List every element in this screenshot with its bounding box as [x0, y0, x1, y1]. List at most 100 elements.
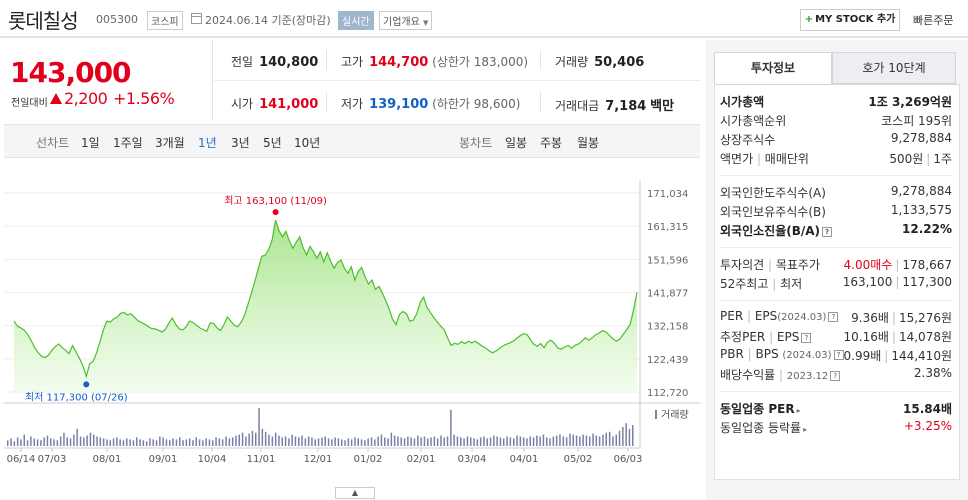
x-tick-label: 11/01	[247, 454, 276, 465]
volume-bar	[162, 437, 164, 446]
pbr-bps-row: PBR | BPS (2024.03)? 0.99배 | 144,410원	[720, 347, 952, 363]
tab-5y[interactable]: 5년	[263, 136, 282, 150]
stat-separator	[326, 50, 327, 70]
investment-info-panel: 투자정보 호가 10단계 시가총액 1조 3,269억원 시가총액순위 코스피 19…	[706, 40, 968, 500]
volume-bar	[413, 438, 416, 446]
help-icon[interactable]: ?	[830, 371, 841, 381]
volume-bar	[618, 430, 621, 446]
volume-bar	[552, 436, 555, 446]
sector-change-row[interactable]: 동일업종 등락률 ▸ +3.25%	[720, 419, 952, 435]
volume-bar	[433, 436, 436, 446]
volume-bar	[122, 440, 125, 446]
volume-bar	[565, 437, 568, 446]
volume-bar	[420, 437, 422, 446]
volume-bar	[612, 436, 614, 446]
tab-1w[interactable]: 1주일	[113, 136, 143, 150]
volume-bar	[509, 437, 512, 446]
volume-bar	[165, 439, 168, 446]
quick-order-link[interactable]: 빠른주문	[913, 14, 954, 27]
volume-bar	[264, 431, 267, 447]
price-stats: 전일 140,800 고가 144,700 (상한가 183,000) 거래량 50,…	[214, 40, 700, 122]
volume-bar	[96, 436, 98, 446]
volume-bar	[357, 438, 359, 446]
volume-bar	[132, 440, 135, 446]
help-icon[interactable]: ?	[828, 312, 839, 322]
dividend-row: 배당수익률 | 2023.12? 2.38%	[720, 366, 952, 382]
volume-bar	[202, 440, 204, 446]
help-icon[interactable]: ?	[822, 227, 833, 237]
stat-separator	[540, 50, 541, 70]
tab-investment-info[interactable]: 투자정보	[714, 52, 832, 84]
volume-bar	[466, 436, 469, 446]
investment-info-body: 시가총액 1조 3,269억원 시가총액순위 코스피 195위 상장주식수 9,278…	[714, 84, 960, 480]
volume-bar	[410, 437, 412, 446]
volume-bar	[172, 438, 174, 446]
tab-order-book-10[interactable]: 호가 10단계	[832, 52, 956, 84]
sector-per-row[interactable]: 동일업종 PER ▸ 15.84배	[720, 402, 952, 416]
collapse-chart-button[interactable]: ▲	[335, 487, 375, 499]
volume-bar	[268, 434, 270, 446]
company-overview-dropdown[interactable]: 기업개요 ▼	[379, 11, 433, 30]
volume-bar	[625, 423, 627, 446]
tab-10y[interactable]: 10년	[294, 136, 321, 150]
volume-bar	[397, 436, 399, 446]
stat-prev-close: 전일 140,800	[231, 55, 319, 70]
cap-rank-row: 시가총액순위 코스피 195위	[720, 114, 952, 128]
tab-weekly[interactable]: 주봉	[540, 136, 563, 150]
low-marker	[83, 381, 90, 388]
volume-bar	[546, 437, 548, 446]
volume-bar	[281, 437, 283, 446]
x-tick-label: 06/14	[7, 454, 36, 465]
x-tick-label: 04/01	[510, 454, 539, 465]
volume-bar	[50, 438, 52, 446]
volume-bar	[73, 434, 75, 446]
volume-bar	[559, 434, 561, 446]
volume-legend-swatch	[655, 410, 657, 419]
section-divider	[720, 247, 952, 248]
tab-monthly[interactable]: 월봉	[577, 136, 600, 150]
volume-bar	[314, 439, 316, 446]
volume-bar	[446, 436, 449, 446]
market-cap-row: 시가총액 1조 3,269억원	[720, 95, 952, 109]
volume-bar	[430, 437, 432, 446]
volume-bar	[145, 441, 148, 447]
tab-3y[interactable]: 3년	[231, 136, 250, 150]
volume-bar	[589, 436, 591, 446]
volume-bar	[76, 428, 78, 446]
volume-bar	[493, 435, 495, 447]
help-icon[interactable]: ?	[801, 333, 812, 343]
volume-bar	[569, 433, 571, 446]
volume-bar	[450, 409, 452, 446]
volume-bar	[225, 436, 227, 446]
line-chart-label: 선차트	[36, 136, 70, 150]
volume-bar	[298, 437, 300, 446]
volume-bar	[294, 436, 297, 446]
high-marker	[272, 209, 279, 216]
chevron-right-icon: ▸	[796, 406, 801, 415]
volume-bar	[46, 435, 49, 447]
volume-bar	[106, 439, 108, 446]
tab-3m[interactable]: 3개월	[155, 136, 185, 150]
volume-bar	[284, 436, 287, 446]
my-stock-add-button[interactable]: + MY STOCK 추가	[800, 9, 900, 31]
chart-period-tabs: 선차트 1일 1주일 3개월 1년 3년 5년 10년 봉차트 일봉 주봉 월봉	[4, 124, 700, 158]
stat-amount: 거래대금 7,184 백만	[555, 99, 675, 114]
calendar-icon	[191, 13, 202, 24]
tab-daily[interactable]: 일봉	[505, 136, 528, 150]
help-icon[interactable]: ?	[833, 350, 844, 360]
volume-bar	[93, 434, 95, 446]
volume-bar	[30, 436, 32, 446]
shares-row: 상장주식수 9,278,884	[720, 131, 952, 147]
tab-1d[interactable]: 1일	[81, 136, 100, 150]
volume-bar	[470, 437, 472, 446]
price-chart[interactable]: 최고 163,100 (11/09) 최저 117,300 (07/26) 171…	[0, 170, 700, 490]
volume-bar	[592, 433, 594, 446]
tab-1y[interactable]: 1년	[198, 136, 217, 150]
volume-bar	[149, 438, 151, 446]
x-tick-label: 12/01	[304, 454, 333, 465]
volume-bar	[579, 436, 581, 446]
volume-bar	[188, 438, 191, 446]
volume-bar	[198, 439, 201, 446]
realtime-button[interactable]: 실시간	[338, 11, 374, 30]
volume-bar	[377, 436, 379, 446]
